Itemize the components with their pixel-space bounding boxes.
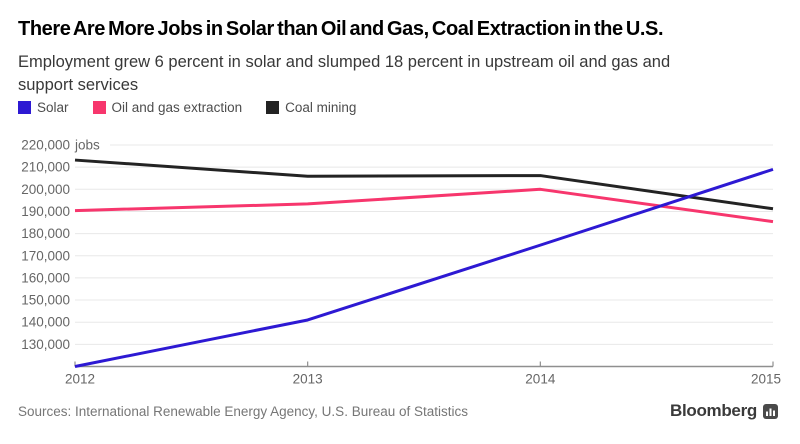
svg-text:2015: 2015 xyxy=(751,372,781,387)
bloomberg-terminal-icon xyxy=(763,403,778,419)
chart-subtitle: Employment grew 6 percent in solar and s… xyxy=(18,51,670,97)
svg-text:2012: 2012 xyxy=(65,372,95,387)
svg-text:220,000: 220,000 xyxy=(21,138,70,153)
legend-item-oil-and-gas: Oil and gas extraction xyxy=(92,100,243,115)
legend-label-coal-mining: Coal mining xyxy=(285,100,357,115)
svg-text:jobs: jobs xyxy=(74,138,100,153)
svg-text:160,000: 160,000 xyxy=(21,270,70,285)
line-chart: 220,000 jobs 210,000 200,000 190,000 180,000 1… xyxy=(21,138,781,387)
legend-swatch-coal-mining-icon xyxy=(266,101,280,114)
svg-text:150,000: 150,000 xyxy=(21,293,70,308)
bloomberg-logo: Bloomberg xyxy=(670,401,778,421)
legend-swatch-solar-icon xyxy=(18,101,31,114)
bloomberg-logo-text: Bloomberg xyxy=(669,401,757,420)
chart-title: There Are More Jobs in Solar than Oil an… xyxy=(18,18,664,40)
svg-text:170,000: 170,000 xyxy=(21,248,70,263)
legend-item-solar: Solar xyxy=(18,100,69,115)
svg-text:200,000: 200,000 xyxy=(21,182,70,197)
legend-label-oil-and-gas: Oil and gas extraction xyxy=(111,100,243,115)
svg-text:190,000: 190,000 xyxy=(21,204,70,219)
chart-subtitle-line2: support services xyxy=(18,76,139,94)
svg-text:2014: 2014 xyxy=(525,372,556,387)
legend-item-coal-mining: Coal mining xyxy=(266,100,356,115)
svg-text:140,000: 140,000 xyxy=(21,315,70,330)
sources-note: Sources: International Renewable Energy … xyxy=(18,404,468,419)
svg-text:130,000: 130,000 xyxy=(21,337,70,352)
legend-swatch-oil-and-gas-icon xyxy=(92,101,106,114)
chart-legend: Solar Oil and gas extraction Coal mining xyxy=(18,100,380,115)
svg-text:2013: 2013 xyxy=(293,372,323,387)
svg-text:180,000: 180,000 xyxy=(21,226,70,241)
legend-label-solar: Solar xyxy=(37,100,69,115)
svg-text:210,000: 210,000 xyxy=(21,160,70,175)
chart-subtitle-line1: Employment grew 6 percent in solar and s… xyxy=(18,53,671,71)
